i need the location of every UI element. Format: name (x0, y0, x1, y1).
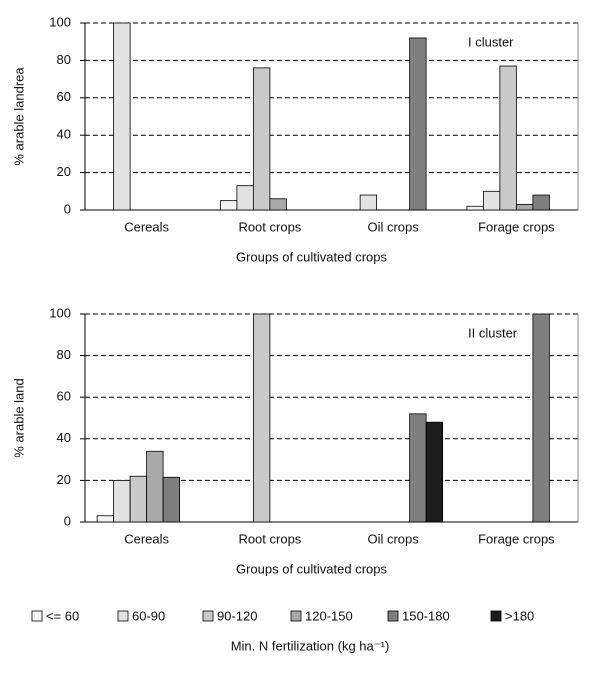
legend-label: >180 (505, 608, 534, 623)
y-tick-label: 100 (49, 14, 71, 29)
bar (515, 203, 534, 211)
bar (409, 37, 427, 211)
bar (113, 22, 131, 211)
x-tick-label: Oil crops (367, 219, 419, 234)
legend-label: 90-120 (217, 608, 257, 623)
bar (96, 515, 115, 523)
x-tick-label: Root crops (238, 531, 301, 546)
bar (482, 190, 501, 211)
y-tick-label: 20 (57, 164, 71, 179)
bar (532, 313, 550, 523)
bar (113, 479, 131, 523)
bar (269, 198, 287, 211)
bar (252, 313, 271, 523)
x-tick-label: Forage crops (478, 531, 555, 546)
y-tick-label: 60 (57, 89, 71, 104)
bar (499, 65, 517, 211)
y-tick-label: 100 (49, 305, 71, 320)
x-axis-title: Groups of cultivated crops (236, 249, 388, 264)
x-axis-title: Groups of cultivated crops (236, 561, 388, 576)
legend-label: 60-90 (132, 608, 165, 623)
bar (409, 413, 427, 523)
legend-swatch (202, 610, 214, 622)
y-tick-label: 60 (57, 389, 71, 404)
legend-label: 120-150 (305, 608, 353, 623)
y-tick-label: 0 (64, 513, 71, 528)
y-tick-label: 80 (57, 52, 71, 67)
bar (219, 200, 238, 211)
legend-label: 150-180 (402, 608, 450, 623)
bar (359, 194, 378, 211)
bar (425, 421, 444, 523)
legend-swatch (31, 610, 43, 622)
x-tick-label: Cereals (124, 219, 169, 234)
x-tick-label: Root crops (238, 219, 301, 234)
bar (252, 67, 271, 211)
bar (146, 450, 164, 523)
x-tick-label: Cereals (124, 531, 169, 546)
x-tick-label: Oil crops (367, 531, 419, 546)
bar (162, 476, 181, 523)
y-axis-title: % arable land (11, 378, 26, 458)
legend-swatch (490, 610, 502, 622)
legend-swatch (387, 610, 399, 622)
bar (129, 475, 148, 523)
annotation: II cluster (468, 325, 518, 340)
legend-swatch (117, 610, 129, 622)
y-tick-label: 80 (57, 347, 71, 362)
y-axis-title: % arable landrea (11, 67, 26, 166)
legend-label: <= 60 (46, 608, 79, 623)
legend-swatch (290, 610, 302, 622)
y-tick-label: 40 (57, 430, 71, 445)
y-tick-label: 0 (64, 201, 71, 216)
bar (466, 205, 484, 211)
legend-title: Min. N fertilization (kg ha⁻¹) (231, 638, 390, 653)
annotation: I cluster (468, 34, 514, 49)
y-tick-label: 40 (57, 127, 71, 142)
bar (532, 194, 550, 211)
x-tick-label: Forage crops (478, 219, 555, 234)
bar (236, 185, 254, 211)
y-tick-label: 20 (57, 472, 71, 487)
